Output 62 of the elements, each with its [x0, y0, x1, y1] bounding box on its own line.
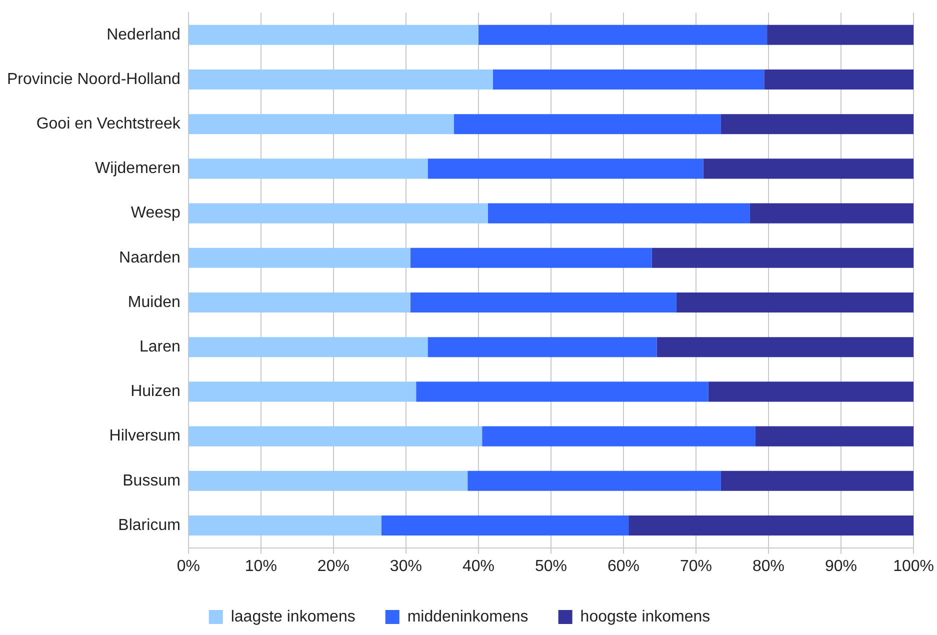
bar — [188, 470, 468, 491]
bar — [428, 158, 704, 179]
y-tick-label: Nederland — [106, 26, 180, 44]
bar — [454, 114, 721, 134]
bar — [468, 470, 721, 491]
bar — [188, 158, 428, 179]
y-tick-label: Muiden — [128, 294, 180, 311]
bar — [676, 292, 914, 313]
x-tick-label: 90% — [825, 558, 858, 575]
bar — [750, 203, 914, 224]
bar — [188, 382, 416, 402]
bar — [720, 114, 914, 134]
bar — [188, 515, 382, 536]
y-tick-label: Huizen — [130, 383, 180, 400]
bar — [188, 248, 410, 268]
bar — [720, 470, 914, 491]
x-tick-label: 30% — [390, 558, 422, 575]
y-tick-label: Naarden — [119, 249, 180, 266]
y-tick-label: Laren — [139, 338, 180, 356]
bar — [188, 203, 488, 224]
bar — [488, 203, 750, 224]
bar — [416, 382, 708, 402]
bar — [428, 337, 657, 358]
y-tick-label: Provincie Noord-Holland — [6, 70, 180, 88]
legend-label: laagste inkomens — [230, 608, 356, 626]
bar — [628, 515, 914, 536]
y-tick-label: Blaricum — [118, 516, 180, 534]
bar — [188, 114, 454, 134]
bar — [708, 382, 914, 402]
bar — [410, 248, 652, 268]
y-tick-label: Wijdemeren — [95, 160, 180, 178]
legend-label: hoogste inkomens — [580, 608, 710, 626]
legend-label: middeninkomens — [407, 608, 528, 626]
bar — [764, 69, 914, 90]
y-tick-label: Bussum — [122, 472, 180, 490]
bar — [410, 292, 676, 313]
x-tick-label: 10% — [244, 558, 277, 575]
x-tick-label: 100% — [893, 558, 934, 575]
x-tick-label: 0% — [176, 558, 200, 575]
y-tick-label: Hilversum — [109, 428, 180, 445]
bar — [188, 426, 482, 446]
bar — [188, 292, 410, 313]
x-tick-label: 40% — [462, 558, 494, 575]
x-tick-label: 60% — [607, 558, 640, 575]
bar — [703, 158, 914, 179]
y-tick-label: Gooi en Vechtstreek — [36, 116, 182, 133]
bar — [656, 337, 914, 358]
bar — [188, 337, 428, 358]
bar — [492, 69, 764, 90]
y-tick-label: Weesp — [130, 204, 181, 222]
bar — [652, 248, 914, 268]
x-tick-label: 20% — [317, 558, 350, 575]
bar — [478, 24, 768, 45]
bar — [482, 426, 756, 446]
bar — [767, 24, 914, 45]
bar — [381, 515, 629, 536]
x-tick-label: 70% — [680, 558, 712, 575]
bar — [755, 426, 914, 446]
x-tick-label: 80% — [752, 558, 785, 575]
bar — [188, 24, 478, 45]
bar — [188, 69, 493, 90]
x-tick-label: 50% — [534, 558, 567, 575]
